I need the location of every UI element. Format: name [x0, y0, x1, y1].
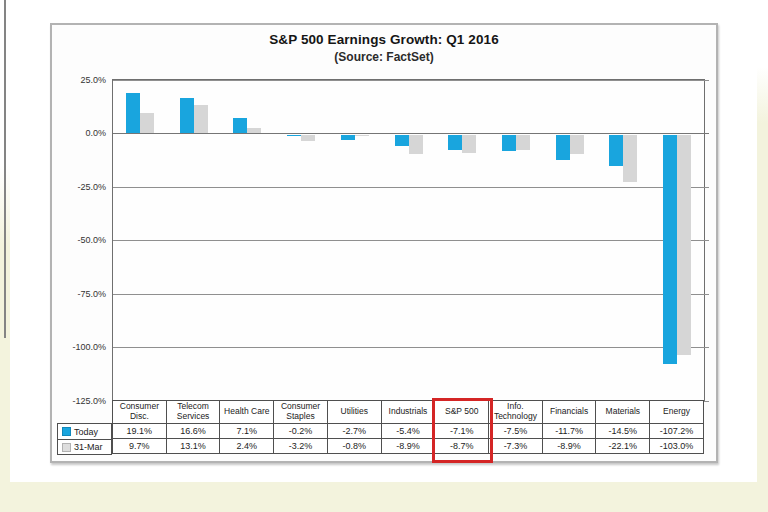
bar-31-mar-health-care	[247, 128, 261, 133]
bar-31-mar-telecom-services	[194, 105, 208, 133]
category-header-consumer-disc: Consumer Disc.	[113, 401, 167, 424]
highlight-box	[432, 398, 493, 463]
bar-31-mar-industrials	[409, 135, 423, 154]
bar-today-utilities	[341, 135, 355, 141]
y-tick-label: -25.0%	[60, 182, 106, 193]
slide-frame: { "frame": { "cream_color": "#f3f3dd", "…	[0, 0, 768, 512]
category-header-financials: Financials	[543, 401, 597, 424]
left-edge-line	[4, 0, 6, 338]
y-tick-label: -125.0%	[60, 396, 106, 407]
legend-label-31-mar: 31-Mar	[74, 442, 103, 452]
chart-panel: S&P 500 Earnings Growth: Q1 2016 (Source…	[50, 23, 718, 463]
right-edge-strip	[757, 0, 768, 512]
bar-today-financials	[556, 135, 570, 160]
value-cell-today-energy: -107.2%	[650, 424, 704, 439]
bar-today-info-technology	[502, 135, 516, 151]
bar-today-consumer-staples	[287, 135, 301, 136]
gridline--25	[113, 187, 709, 188]
value-cell-31-mar-consumer-disc: 9.7%	[113, 439, 167, 454]
category-header-consumer-staples: Consumer Staples	[274, 401, 328, 424]
bar-31-mar-financials	[570, 135, 584, 154]
bar-today-materials	[609, 135, 623, 166]
value-cell-31-mar-financials: -8.9%	[543, 439, 597, 454]
category-header-telecom-services: Telecom Services	[167, 401, 221, 424]
value-cell-today-health-care: 7.1%	[220, 424, 274, 439]
value-cell-today-utilities: -2.7%	[328, 424, 382, 439]
category-header-energy: Energy	[650, 401, 704, 424]
category-header-materials: Materials	[596, 401, 650, 424]
legend-row-31-mar: 31-Mar	[58, 439, 111, 454]
value-cell-today-financials: -11.7%	[543, 424, 597, 439]
value-cell-31-mar-utilities: -0.8%	[328, 439, 382, 454]
value-cell-31-mar-health-care: 2.4%	[220, 439, 274, 454]
value-cell-31-mar-info-technology: -7.3%	[489, 439, 543, 454]
y-tick-label: -50.0%	[60, 235, 106, 246]
gridline-25	[113, 80, 709, 81]
bar-today-consumer-disc	[126, 93, 140, 134]
bar-31-mar-energy	[677, 135, 691, 355]
bar-31-mar-consumer-staples	[301, 135, 315, 142]
value-cell-today-materials: -14.5%	[596, 424, 650, 439]
legend-row-today: Today	[58, 424, 111, 439]
bar-today-health-care	[233, 118, 247, 133]
category-header-utilities: Utilities	[328, 401, 382, 424]
bar-31-mar-info-technology	[516, 135, 530, 151]
value-cell-today-consumer-staples: -0.2%	[274, 424, 328, 439]
gridline--75	[113, 294, 709, 295]
legend-swatch-today	[62, 427, 71, 436]
plot-area	[112, 79, 705, 402]
bar-31-mar-utilities	[355, 135, 369, 137]
bottom-edge-band	[0, 482, 768, 512]
legend-label-today: Today	[74, 427, 98, 437]
bar-today-telecom-services	[180, 98, 194, 134]
category-header-info-technology: Info. Technology	[489, 401, 543, 424]
value-cell-today-consumer-disc: 19.1%	[113, 424, 167, 439]
bar-today-s-p-500	[448, 135, 462, 150]
gridline--50	[113, 240, 709, 241]
value-cell-31-mar-telecom-services: 13.1%	[167, 439, 221, 454]
bar-today-energy	[663, 135, 677, 364]
value-cell-31-mar-energy: -103.0%	[650, 439, 704, 454]
data-table: Consumer Disc.Telecom ServicesHealth Car…	[112, 400, 704, 454]
y-tick-label: 0.0%	[60, 128, 106, 139]
bar-31-mar-consumer-disc	[140, 113, 154, 134]
chart-subtitle: (Source: FactSet)	[52, 50, 716, 64]
bar-31-mar-materials	[623, 135, 637, 182]
bar-31-mar-s-p-500	[462, 135, 476, 154]
gridline--100	[113, 347, 709, 348]
value-cell-31-mar-materials: -22.1%	[596, 439, 650, 454]
y-tick-label: 25.0%	[60, 75, 106, 86]
value-cell-31-mar-industrials: -8.9%	[382, 439, 436, 454]
value-cell-31-mar-consumer-staples: -3.2%	[274, 439, 328, 454]
y-tick-label: -75.0%	[60, 289, 106, 300]
value-cell-today-telecom-services: 16.6%	[167, 424, 221, 439]
legend: Today 31-Mar	[57, 423, 112, 455]
category-header-health-care: Health Care	[220, 401, 274, 424]
chart-title: S&P 500 Earnings Growth: Q1 2016	[52, 32, 716, 47]
bar-today-industrials	[395, 135, 409, 147]
value-cell-today-industrials: -5.4%	[382, 424, 436, 439]
value-cell-today-info-technology: -7.5%	[489, 424, 543, 439]
category-header-industrials: Industrials	[382, 401, 436, 424]
y-tick-label: -100.0%	[60, 342, 106, 353]
legend-swatch-31-mar	[62, 443, 71, 452]
